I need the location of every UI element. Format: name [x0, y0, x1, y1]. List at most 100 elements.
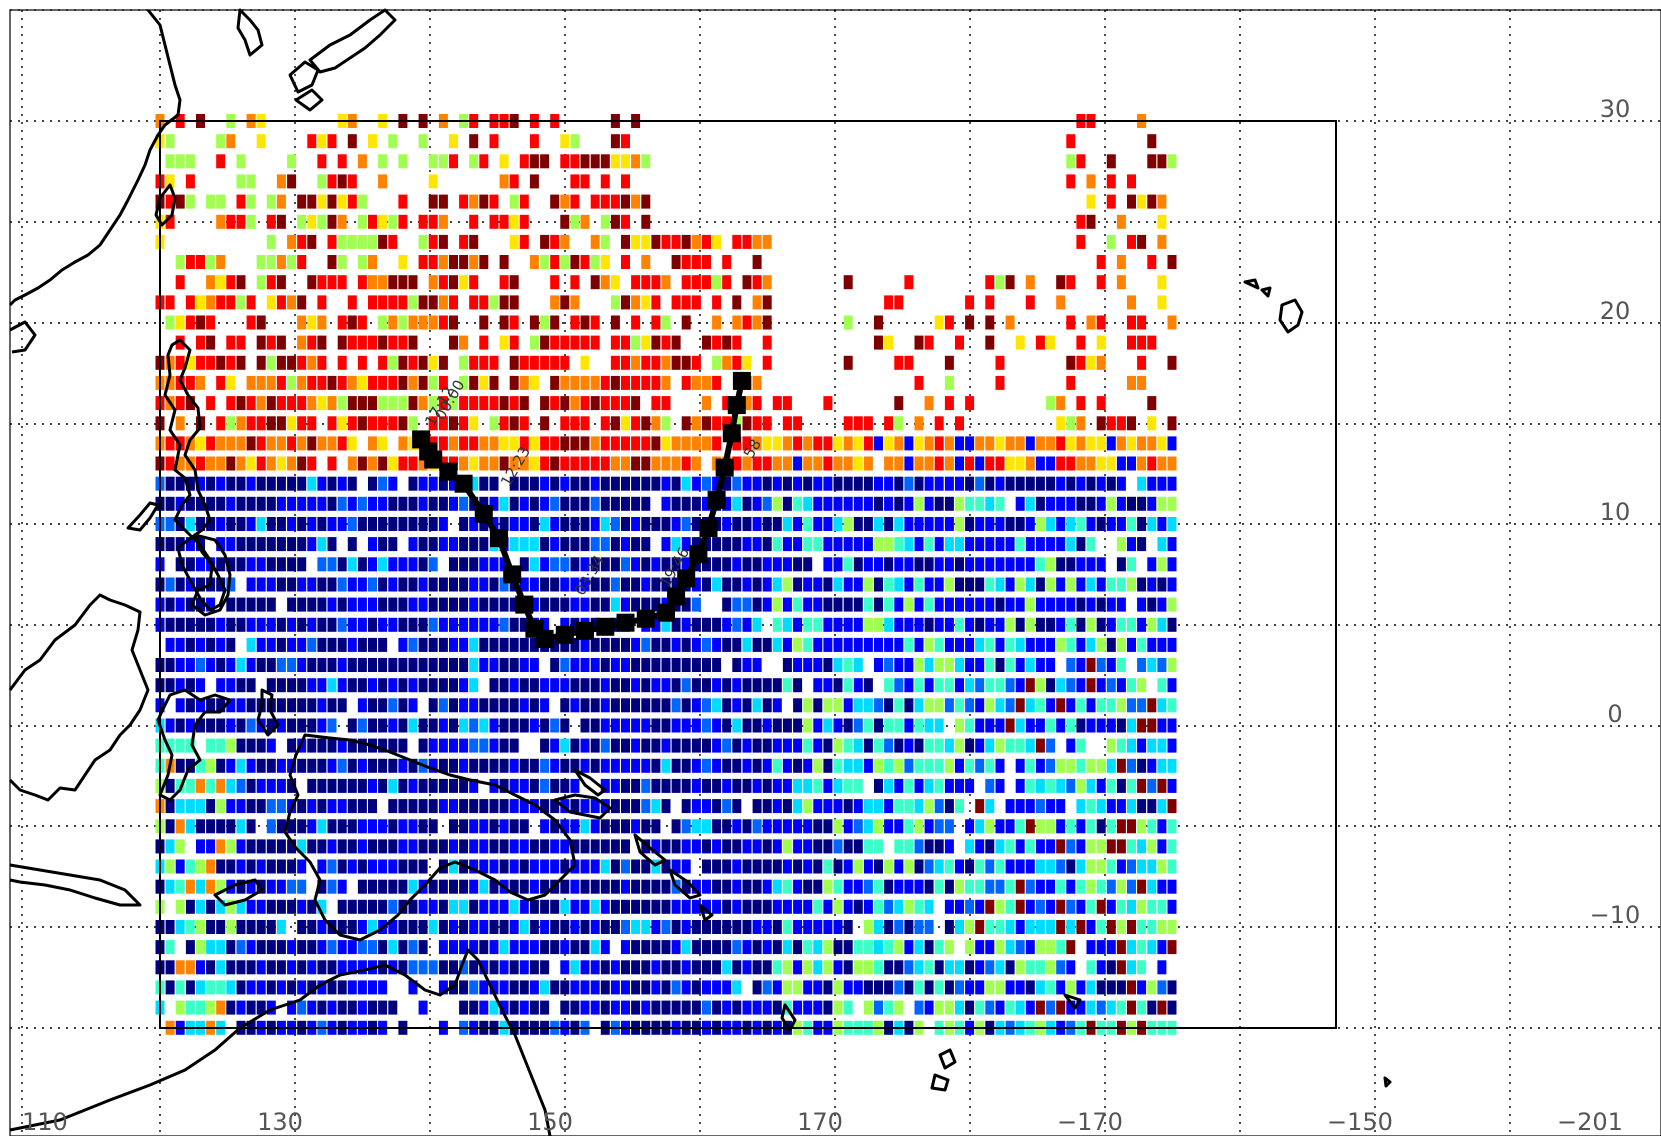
data-cell — [621, 416, 630, 431]
data-cell — [965, 517, 975, 531]
data-cell — [388, 859, 398, 874]
data-cell — [175, 718, 185, 733]
data-cell — [469, 658, 479, 672]
data-cell — [357, 778, 367, 793]
data-cell — [499, 1000, 509, 1015]
data-cell — [732, 698, 742, 713]
data-cell — [651, 275, 661, 290]
data-cell — [226, 295, 236, 310]
data-cell — [914, 778, 924, 793]
data-cell — [965, 396, 975, 411]
data-cell — [1005, 275, 1015, 290]
data-cell — [762, 718, 772, 733]
data-cell — [661, 758, 671, 773]
data-cell — [965, 476, 975, 491]
data-cell — [570, 194, 580, 209]
data-cell — [196, 940, 205, 955]
data-cell — [216, 678, 226, 693]
data-cell — [1096, 839, 1106, 854]
data-cell — [216, 517, 226, 531]
data-cell — [631, 738, 641, 753]
data-cell — [165, 879, 175, 894]
data-cell — [509, 375, 519, 390]
data-cell — [206, 799, 216, 814]
data-cell — [610, 718, 620, 733]
data-cell — [216, 859, 226, 874]
data-cell — [671, 295, 681, 310]
data-cell — [226, 496, 236, 511]
data-cell — [550, 577, 560, 592]
data-cell — [702, 335, 711, 350]
data-cell — [185, 476, 195, 491]
data-cell — [1035, 839, 1045, 854]
data-cell — [327, 758, 337, 773]
data-cell — [752, 899, 762, 914]
data-cell — [216, 194, 226, 209]
data-cell — [347, 436, 357, 451]
data-cell — [438, 940, 448, 955]
data-cell — [600, 980, 610, 995]
data-cell — [863, 879, 873, 894]
data-cell — [884, 597, 894, 612]
data-cell — [621, 718, 630, 733]
data-cell — [671, 819, 681, 834]
data-cell — [408, 577, 418, 592]
data-cell — [1066, 899, 1076, 914]
data-cell — [853, 758, 863, 773]
data-cell — [266, 456, 276, 471]
data-cell — [752, 698, 762, 713]
data-cell — [1157, 557, 1167, 572]
data-cell — [752, 597, 762, 612]
data-cell — [236, 214, 246, 229]
data-cell — [782, 758, 792, 773]
data-cell — [165, 839, 175, 854]
data-cell — [1157, 517, 1167, 531]
data-cell — [1025, 476, 1035, 491]
data-cell — [438, 758, 448, 773]
data-cell — [631, 355, 641, 370]
data-cell — [691, 1000, 701, 1015]
data-cell — [337, 517, 347, 531]
data-cell — [1066, 738, 1076, 753]
data-cell — [833, 617, 843, 632]
data-cell — [671, 1000, 681, 1015]
data-cell — [378, 174, 388, 189]
data-cell — [287, 577, 297, 592]
data-cell — [1157, 476, 1167, 491]
data-cell — [550, 255, 560, 269]
data-cell — [1127, 234, 1136, 249]
data-cell — [823, 456, 833, 471]
data-cell — [681, 899, 691, 914]
data-cell — [722, 557, 732, 572]
data-cell — [631, 315, 641, 330]
coast-fiji — [1063, 993, 1082, 1010]
data-cell — [1066, 275, 1076, 290]
data-cell — [196, 335, 205, 350]
data-cell — [782, 496, 792, 511]
data-cell — [438, 154, 448, 169]
data-cell — [1157, 859, 1167, 874]
data-cell — [408, 617, 418, 632]
data-cell — [985, 436, 995, 451]
data-cell — [793, 698, 803, 713]
data-cell — [1046, 718, 1056, 733]
data-cell — [570, 839, 580, 854]
data-cell — [782, 940, 792, 955]
data-cell — [408, 839, 418, 854]
data-cell — [671, 335, 681, 350]
data-cell — [914, 698, 924, 713]
data-cell — [904, 617, 914, 632]
data-cell — [610, 295, 620, 310]
data-cell — [236, 335, 246, 350]
data-cell — [570, 899, 580, 914]
data-cell — [165, 920, 175, 934]
data-cell — [955, 557, 964, 572]
data-cell — [246, 496, 256, 511]
data-cell — [944, 940, 954, 955]
data-cell — [965, 960, 975, 975]
data-cell — [772, 879, 782, 894]
data-cell — [185, 517, 195, 531]
data-cell — [1137, 678, 1147, 693]
data-cell — [266, 496, 276, 511]
data-cell — [702, 940, 711, 955]
